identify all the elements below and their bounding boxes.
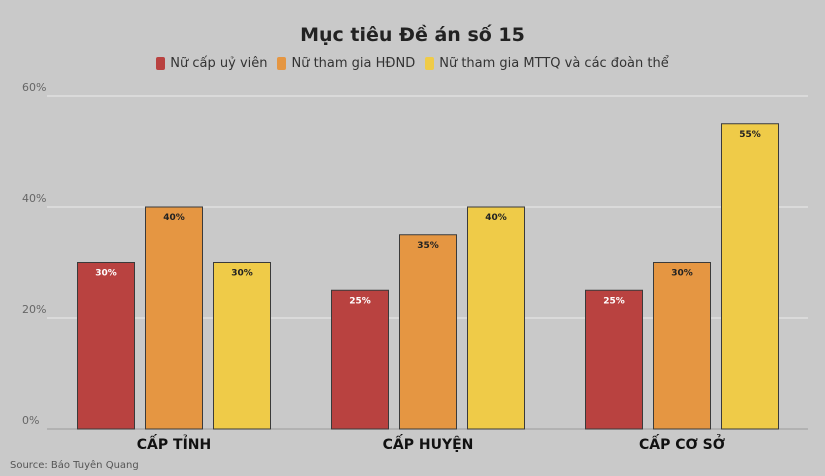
data-label-1-2: 40% (485, 213, 507, 223)
data-label-0-0: 30% (95, 269, 117, 279)
legend-item-3: Nữ tham gia MTTQ và các đoàn thể (425, 56, 669, 71)
legend-swatch-3 (425, 57, 435, 70)
y-tick-label-1: 20% (22, 303, 46, 316)
chart-legend: Nữ cấp uỷ viên Nữ tham gia HĐND Nữ tham … (0, 56, 825, 71)
bar-0-0 (77, 262, 135, 430)
bar-0-2 (213, 262, 271, 430)
category-label-1: CẤP HUYỆN (383, 433, 474, 453)
data-label-0-2: 30% (231, 269, 253, 279)
legend-label-3: Nữ tham gia MTTQ và các đoàn thể (439, 56, 669, 71)
y-tick-label-3: 60% (22, 81, 46, 94)
data-label-2-0: 25% (603, 296, 625, 306)
data-label-2-1: 30% (671, 269, 693, 279)
legend-item-1: Nữ cấp uỷ viên (156, 56, 267, 71)
category-label-0: CẤP TỈNH (137, 433, 211, 453)
data-label-2-2: 55% (739, 130, 761, 140)
bar-2-1 (653, 262, 711, 430)
y-tick-label-2: 40% (22, 192, 46, 205)
data-label-0-1: 40% (163, 213, 185, 223)
bar-1-1 (399, 234, 457, 430)
legend-swatch-1 (156, 57, 166, 70)
bar-2-0 (585, 289, 643, 430)
y-tick-label-0: 0% (22, 414, 39, 427)
bar-0-1 (145, 206, 203, 430)
chart-title: Mục tiêu Đề án số 15 (300, 24, 525, 46)
bar-2-2 (721, 123, 779, 430)
category-label-2: CẤP CƠ SỞ (639, 433, 725, 453)
legend-item-2: Nữ tham gia HĐND (277, 56, 415, 71)
bar-1-0 (331, 289, 389, 430)
legend-label-1: Nữ cấp uỷ viên (170, 56, 268, 71)
data-label-1-0: 25% (349, 296, 371, 306)
bar-1-2 (467, 206, 525, 430)
legend-swatch-2 (277, 57, 287, 70)
legend-label-2: Nữ tham gia HĐND (291, 56, 416, 71)
data-label-1-1: 35% (417, 241, 439, 251)
source-note: Source: Báo Tuyên Quang (10, 460, 139, 471)
